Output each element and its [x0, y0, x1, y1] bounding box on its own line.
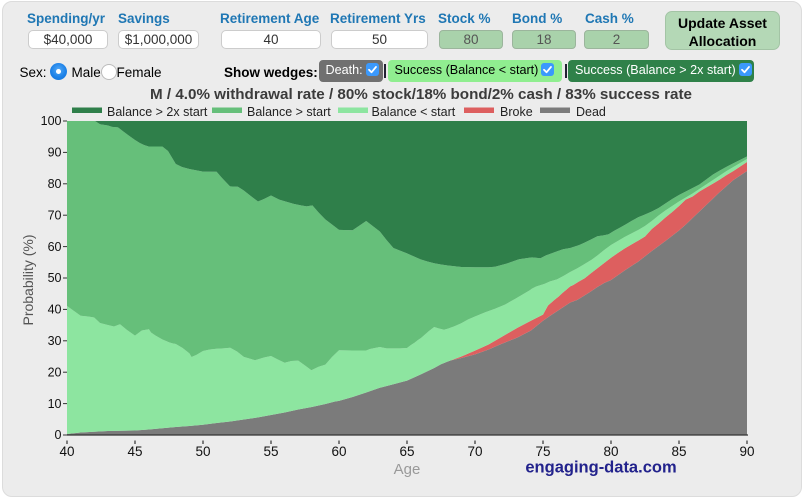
svg-text:45: 45 — [127, 444, 142, 459]
svg-text:Balance > start: Balance > start — [247, 105, 331, 119]
svg-text:75: 75 — [535, 444, 550, 459]
svg-text:40: 40 — [59, 444, 74, 459]
svg-text:65: 65 — [399, 444, 414, 459]
svg-text:Age: Age — [394, 461, 421, 478]
svg-text:80: 80 — [603, 444, 618, 459]
svg-text:90: 90 — [48, 146, 62, 160]
svg-text:70: 70 — [48, 208, 62, 222]
svg-text:Broke: Broke — [500, 105, 533, 119]
svg-text:100: 100 — [41, 114, 62, 128]
svg-text:engaging-data.com: engaging-data.com — [525, 459, 676, 477]
svg-text:40: 40 — [48, 303, 62, 317]
svg-text:Probability (%): Probability (%) — [20, 234, 36, 325]
svg-text:50: 50 — [195, 444, 210, 459]
svg-text:Dead: Dead — [576, 105, 606, 119]
svg-text:80: 80 — [48, 177, 62, 191]
svg-text:Balance < start: Balance < start — [372, 105, 456, 119]
svg-text:50: 50 — [48, 271, 62, 285]
svg-text:Balance > 2x start: Balance > 2x start — [107, 105, 208, 119]
svg-text:90: 90 — [739, 444, 754, 459]
svg-text:85: 85 — [671, 444, 686, 459]
svg-text:20: 20 — [48, 365, 62, 379]
svg-text:10: 10 — [48, 397, 62, 411]
svg-text:60: 60 — [331, 444, 346, 459]
svg-text:M / 4.0% withdrawal rate / 80%: M / 4.0% withdrawal rate / 80% stock/18%… — [150, 86, 692, 103]
svg-text:55: 55 — [263, 444, 278, 459]
svg-text:0: 0 — [55, 428, 62, 442]
svg-text:60: 60 — [48, 240, 62, 254]
svg-text:70: 70 — [467, 444, 482, 459]
svg-text:30: 30 — [48, 334, 62, 348]
